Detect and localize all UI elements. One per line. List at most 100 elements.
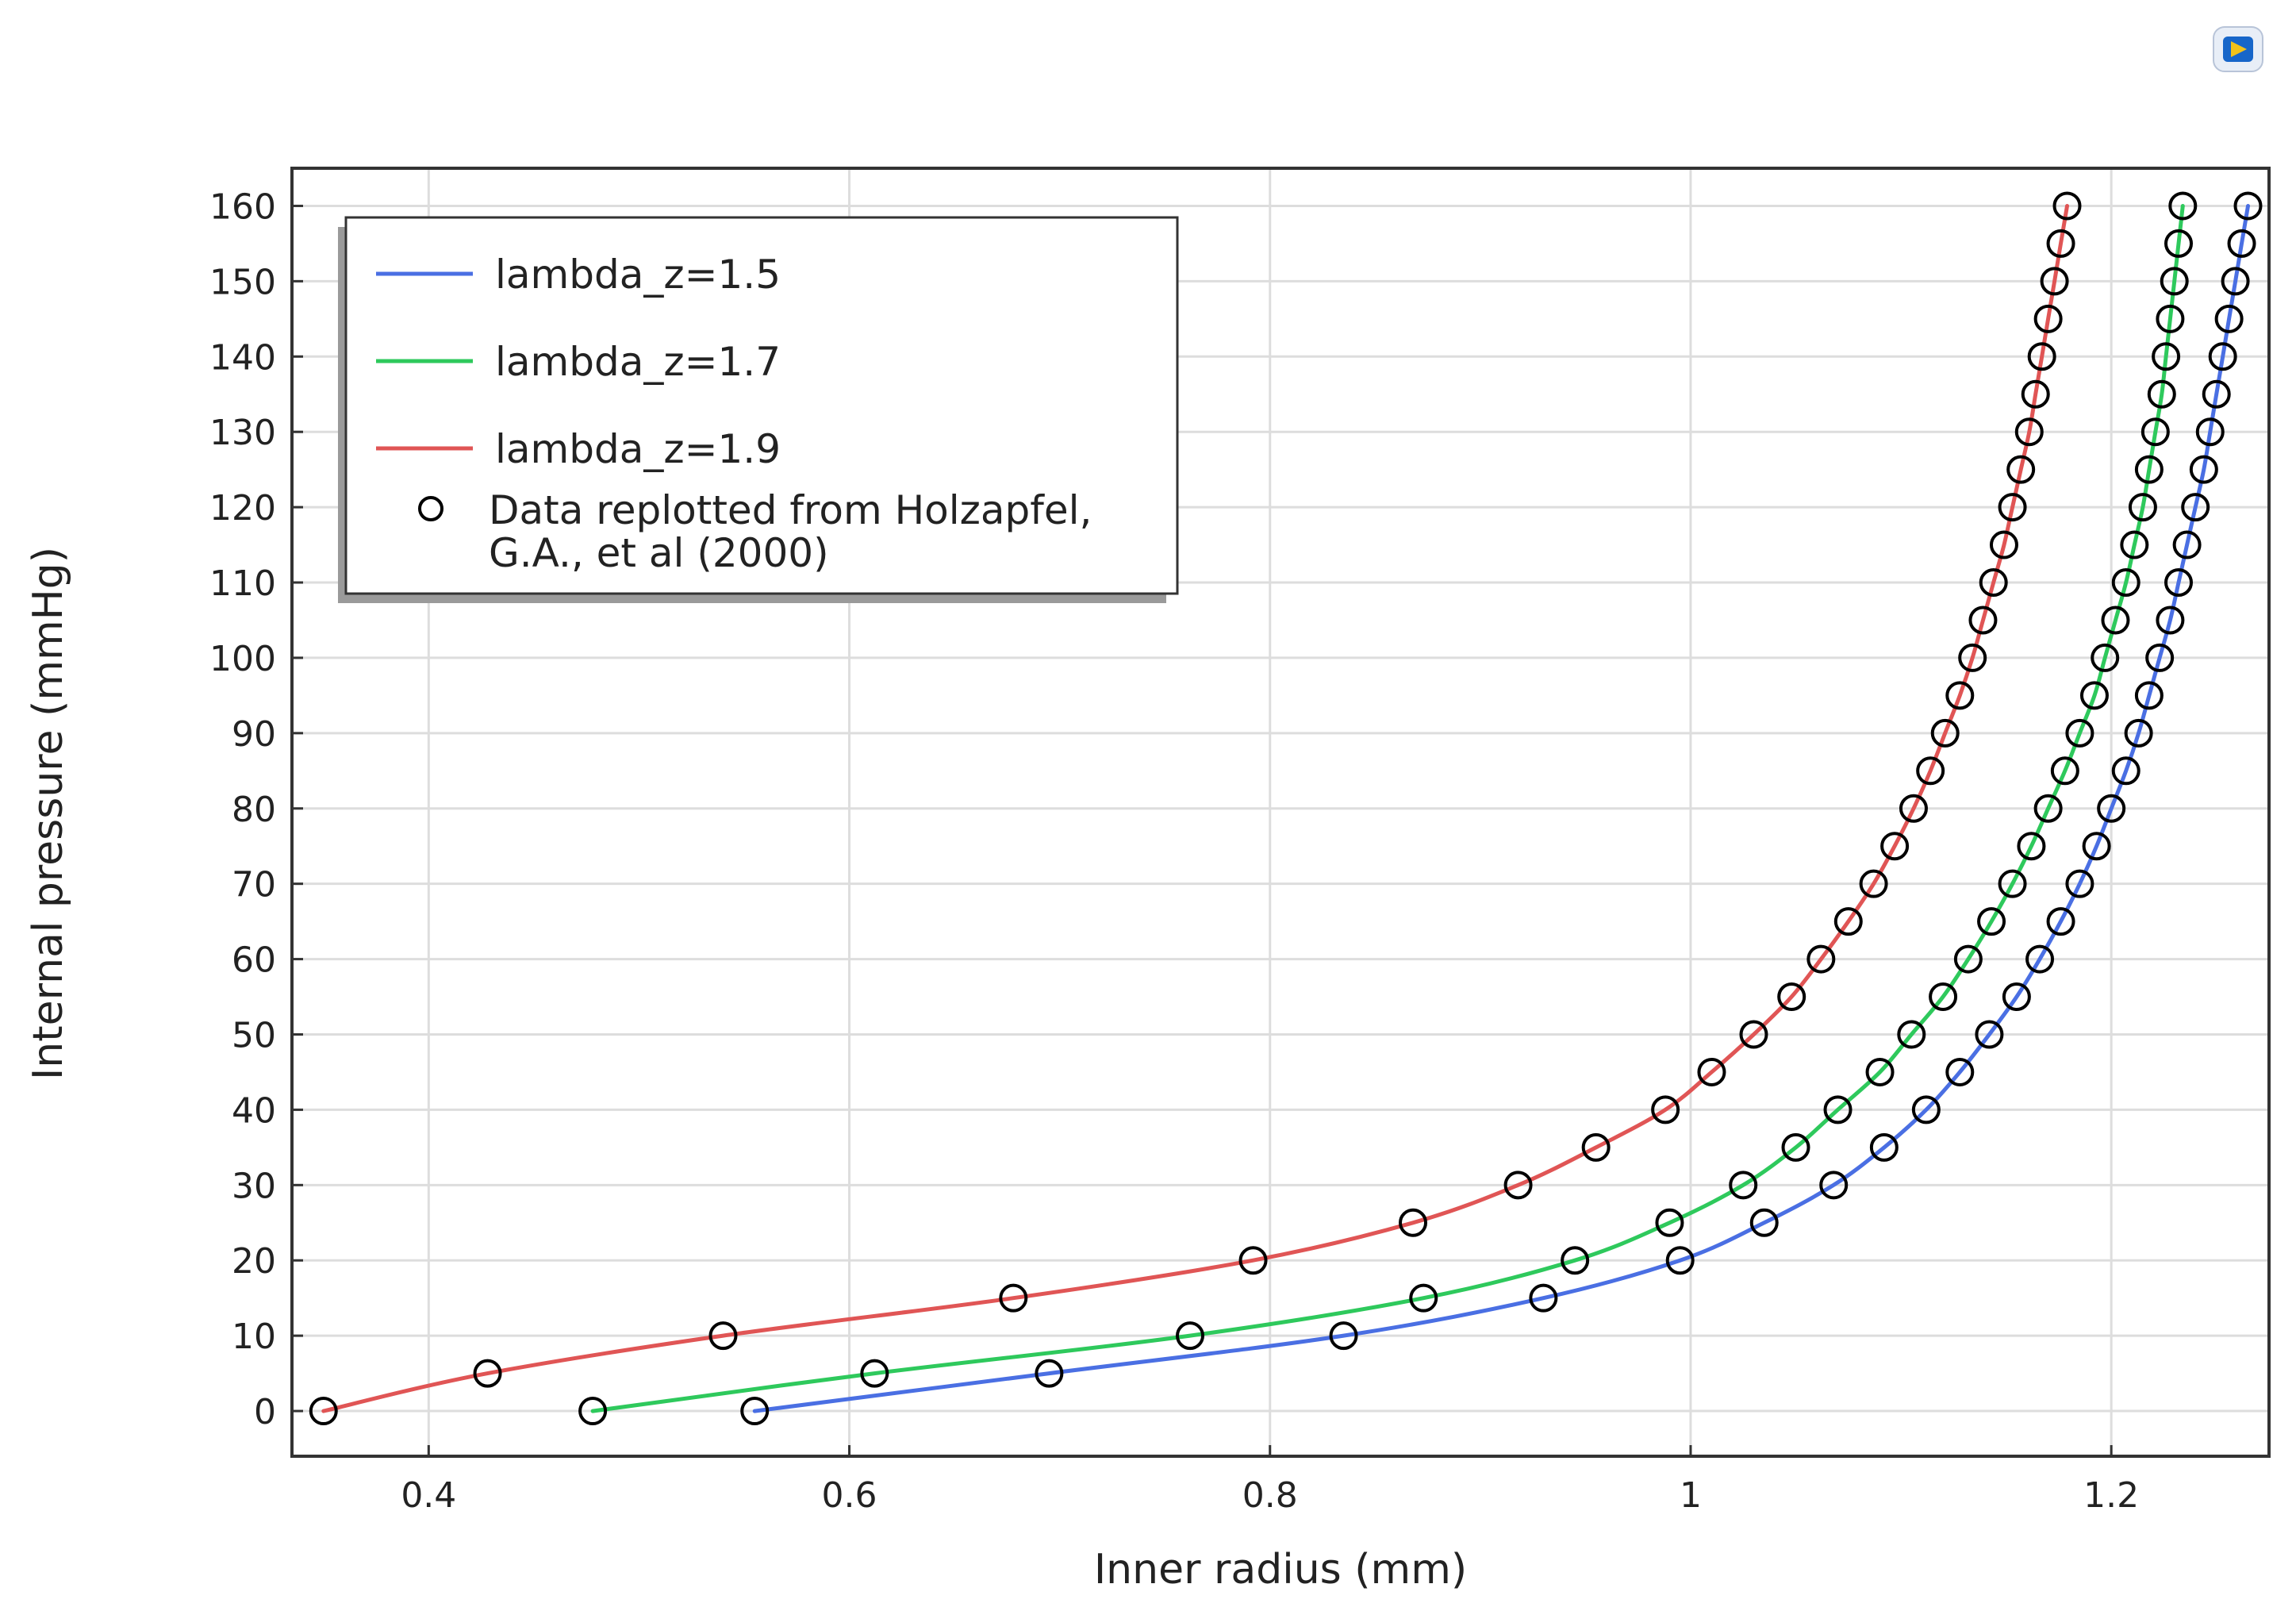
data-point-marker (2021, 379, 2050, 409)
data-point-marker (2233, 191, 2263, 221)
data-point-marker (1806, 944, 1836, 974)
data-point-marker (2065, 869, 2094, 898)
x-tick-label: 0.8 (1242, 1475, 1298, 1516)
y-tick-label: 110 (209, 563, 276, 604)
data-point-marker (309, 1397, 338, 1426)
data-point-marker (2164, 568, 2194, 598)
y-tick-label: 150 (209, 262, 276, 302)
data-point-marker (2027, 342, 2056, 371)
data-point-marker (1968, 606, 1998, 635)
data-point-marker (708, 1321, 738, 1351)
data-point-marker (2046, 229, 2075, 258)
data-point-marker (578, 1397, 608, 1426)
data-point-marker (2152, 342, 2181, 371)
data-point-marker (1777, 982, 1806, 1012)
y-tick-label: 10 (232, 1317, 276, 1357)
data-point-marker (1399, 1208, 1428, 1237)
x-tick-label: 0.6 (822, 1475, 877, 1516)
data-point-marker (2227, 229, 2256, 258)
data-point-marker (1665, 1246, 1695, 1275)
data-point-marker (1655, 1208, 1684, 1237)
data-markers (309, 191, 2263, 1426)
x-tick-label: 0.4 (401, 1475, 456, 1516)
data-point-marker (2120, 530, 2149, 559)
data-point-marker (1833, 907, 1863, 936)
y-tick-label: 140 (209, 337, 276, 378)
data-point-marker (1911, 1095, 1941, 1125)
data-point-marker (2134, 455, 2164, 484)
data-point-marker (2014, 417, 2044, 447)
data-point-marker (1989, 530, 2018, 559)
data-point-marker (2156, 606, 2185, 635)
data-point-marker (1998, 869, 2027, 898)
grid (292, 168, 2269, 1456)
data-point-marker (2017, 832, 2046, 861)
plot-area-border (290, 167, 2271, 1458)
data-point-marker (1869, 1132, 1899, 1162)
data-point-marker (1729, 1171, 1758, 1200)
data-point-marker (2033, 304, 2063, 333)
data-point-marker (1238, 1246, 1268, 1275)
data-point-marker (2006, 455, 2036, 484)
data-point-marker (999, 1283, 1028, 1313)
data-point-marker (2002, 982, 2031, 1012)
y-tick-label: 130 (209, 413, 276, 453)
legend-box (344, 216, 1179, 595)
data-point-marker (2145, 643, 2175, 672)
data-point-marker (2082, 832, 2111, 861)
data-point-marker (2168, 191, 2198, 221)
data-point-marker (1880, 832, 1910, 861)
data-point-marker (1979, 568, 2008, 598)
y-tick-label: 120 (209, 488, 276, 529)
data-point-marker (2101, 606, 2130, 635)
data-point-marker (1958, 643, 1987, 672)
data-point-marker (473, 1359, 502, 1388)
data-point-marker (1819, 1171, 1849, 1200)
data-point-marker (860, 1359, 889, 1388)
app-logo-icon (2213, 26, 2263, 72)
y-tick-label: 160 (209, 186, 276, 227)
legend-label-lambda-1-9: lambda_z=1.9 (495, 426, 781, 472)
data-point-marker (1651, 1095, 1680, 1125)
data-point-marker (1953, 944, 1983, 974)
x-axis-title: Inner radius (mm) (1094, 1546, 1467, 1594)
legend-label-data-line-1: Data replotted from Holzapfel, (489, 487, 1092, 533)
data-point-marker (1529, 1283, 1558, 1313)
legend: lambda_z=1.5 lambda_z=1.7 lambda_z=1.9 D… (338, 216, 1179, 603)
data-point-marker (1930, 718, 1960, 748)
data-point-marker (2141, 417, 2170, 447)
axis-ticks: 0.4 0.6 0.8 1 1.2 0 10 20 30 40 50 60 70 80 90 100 110 12… (209, 186, 2139, 1516)
data-point-marker (1176, 1321, 1205, 1351)
data-point-marker (2202, 379, 2231, 409)
data-point-marker (1899, 794, 1928, 823)
data-point-marker (1865, 1057, 1895, 1086)
data-point-marker (2164, 229, 2194, 258)
data-point-marker (2172, 530, 2202, 559)
data-point-marker (2208, 342, 2237, 371)
y-tick-label: 40 (232, 1090, 276, 1131)
data-point-marker (2097, 794, 2126, 823)
data-point-marker (2156, 304, 2185, 333)
y-tick-label: 50 (232, 1015, 276, 1055)
y-tick-label: 30 (232, 1166, 276, 1206)
data-point-marker (2091, 643, 2120, 672)
data-point-marker (2147, 379, 2176, 409)
series-lines (321, 204, 2250, 1413)
data-point-marker (2195, 417, 2225, 447)
data-point-marker (1503, 1171, 1533, 1200)
data-point-marker (2079, 681, 2109, 710)
data-point-marker (2040, 267, 2069, 296)
data-point-marker (2134, 681, 2164, 710)
data-point-marker (1035, 1359, 1064, 1388)
data-point-marker (1749, 1208, 1779, 1237)
y-tick-label: 60 (232, 940, 276, 981)
data-point-marker (1409, 1283, 1438, 1313)
data-point-marker (2124, 718, 2153, 748)
data-point-marker (1739, 1020, 1768, 1049)
data-point-marker (1945, 1057, 1975, 1086)
data-point-marker (1945, 681, 1975, 710)
data-point-marker (1581, 1132, 1611, 1162)
data-point-marker (2033, 794, 2063, 823)
y-tick-label: 70 (232, 865, 276, 905)
data-point-marker (1697, 1057, 1726, 1086)
